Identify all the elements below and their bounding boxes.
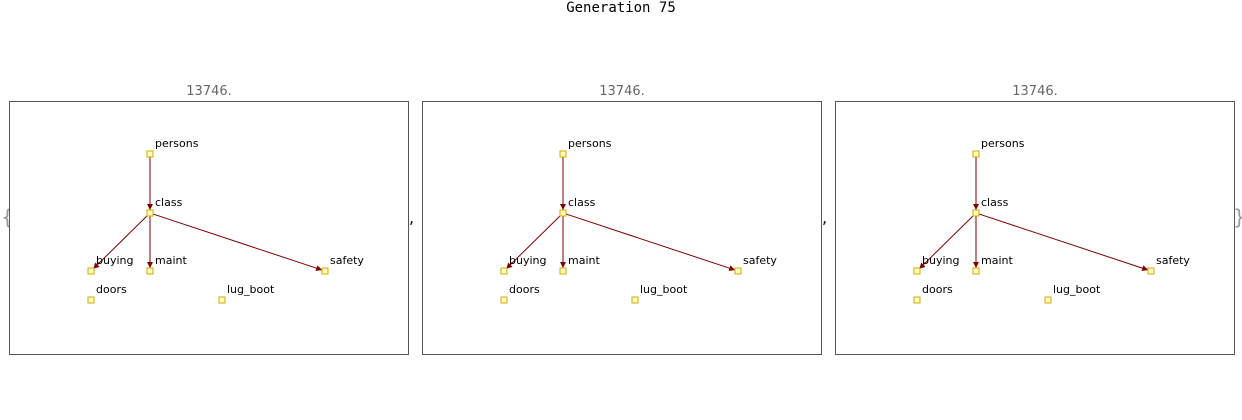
node-lug_boot — [218, 296, 226, 304]
node-label-lug_boot: lug_boot — [640, 283, 688, 296]
node-label-class: class — [568, 196, 596, 209]
edge-class-buying — [918, 214, 975, 270]
graph-frame: persons class buying maint safety doors lug_bo… — [9, 101, 409, 355]
node-label-class: class — [981, 196, 1009, 209]
node-doors — [87, 296, 95, 304]
graph-frame: persons class buying maint safety doors lug_bo… — [835, 101, 1235, 355]
node-label-persons: persons — [568, 137, 612, 150]
node-buying — [500, 267, 508, 275]
close-brace: } — [1233, 205, 1242, 229]
separator-comma: , — [409, 208, 415, 227]
node-buying — [87, 267, 95, 275]
graph-svg: persons class buying maint safety doors lug_bo… — [87, 137, 364, 304]
graph-frame: persons class buying maint safety doors lug_bo… — [422, 101, 822, 355]
node-label-doors: doors — [922, 283, 953, 296]
node-buying — [913, 267, 921, 275]
edge-class-safety — [152, 213, 323, 272]
node-label-buying: buying — [96, 254, 133, 267]
node-persons — [972, 150, 980, 158]
node-label-buying: buying — [509, 254, 546, 267]
panel-score: 13746. — [1012, 84, 1058, 99]
node-persons — [146, 150, 154, 158]
node-persons — [559, 150, 567, 158]
panel-score: 13746. — [186, 84, 232, 99]
node-class — [972, 209, 980, 217]
node-maint — [146, 267, 154, 275]
node-doors — [913, 296, 921, 304]
graph-panel: 13746. persons class buying maint safety door… — [422, 84, 822, 355]
node-class — [146, 209, 154, 217]
node-label-safety: safety — [330, 254, 364, 267]
node-label-maint: maint — [568, 254, 600, 267]
node-label-maint: maint — [981, 254, 1013, 267]
graph-panel: 13746. persons class buying maint safety door… — [835, 84, 1235, 355]
node-maint — [972, 267, 980, 275]
node-label-lug_boot: lug_boot — [227, 283, 275, 296]
node-label-persons: persons — [155, 137, 199, 150]
edge-class-buying — [505, 214, 562, 270]
graph-svg: persons class buying maint safety doors lug_bo… — [500, 137, 777, 304]
node-label-buying: buying — [922, 254, 959, 267]
node-safety — [1147, 267, 1155, 275]
node-lug_boot — [1044, 296, 1052, 304]
node-label-safety: safety — [1156, 254, 1190, 267]
edge-class-buying — [92, 214, 149, 270]
panel-score: 13746. — [599, 84, 645, 99]
node-safety — [321, 267, 329, 275]
node-label-safety: safety — [743, 254, 777, 267]
node-label-maint: maint — [155, 254, 187, 267]
separator-comma: , — [822, 208, 828, 227]
node-lug_boot — [631, 296, 639, 304]
node-label-class: class — [155, 196, 183, 209]
node-class — [559, 209, 567, 217]
edge-class-safety — [565, 213, 736, 272]
node-doors — [500, 296, 508, 304]
node-label-doors: doors — [509, 283, 540, 296]
graph-panel: 13746. persons class buying maint safety door… — [9, 84, 409, 355]
node-safety — [734, 267, 742, 275]
node-maint — [559, 267, 567, 275]
graph-svg: persons class buying maint safety doors lug_bo… — [913, 137, 1190, 304]
node-label-lug_boot: lug_boot — [1053, 283, 1101, 296]
node-label-persons: persons — [981, 137, 1025, 150]
node-label-doors: doors — [96, 283, 127, 296]
generation-title: Generation 75 — [566, 0, 676, 16]
edge-class-safety — [978, 213, 1149, 272]
